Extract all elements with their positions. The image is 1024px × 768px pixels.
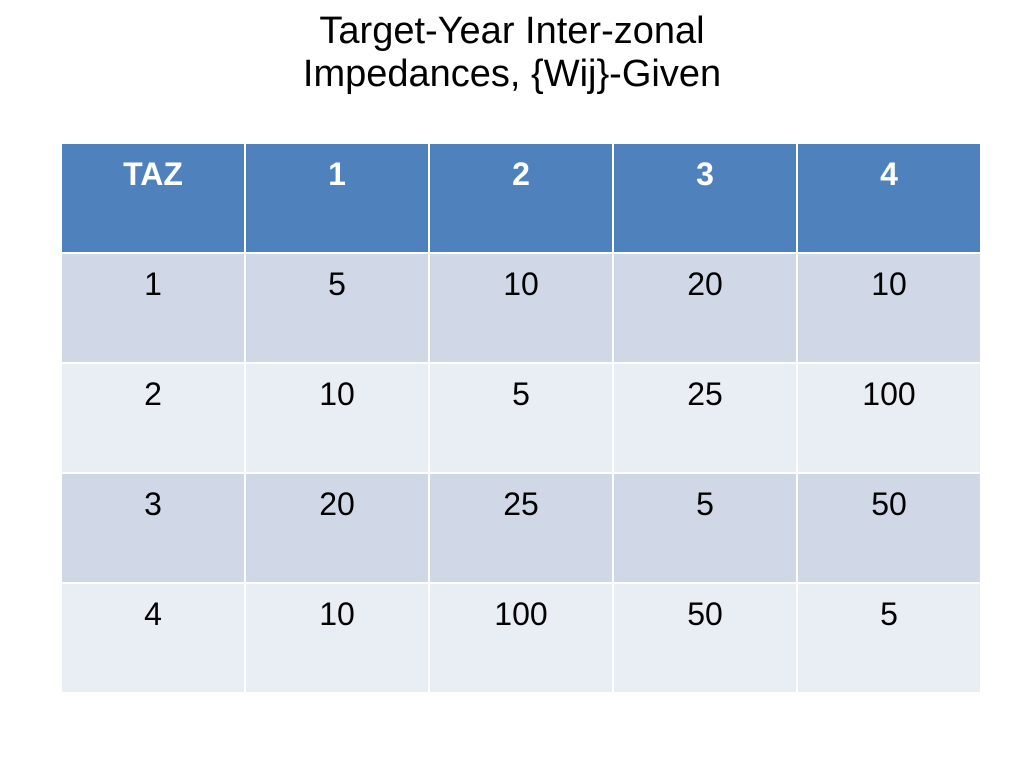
header-cell-zone-3: 3: [612, 142, 798, 254]
table-row: 2 10 5 25 100: [60, 362, 982, 474]
table-cell: 10: [428, 252, 614, 364]
table-cell: 100: [796, 362, 982, 474]
table-cell: 10: [244, 582, 430, 694]
table-cell: 5: [428, 362, 614, 474]
slide-title: Target-Year Inter-zonal Impedances, {Wij…: [0, 10, 1024, 96]
header-cell-taz: TAZ: [60, 142, 246, 254]
table-cell: 50: [612, 582, 798, 694]
table-cell: 50: [796, 472, 982, 584]
table-header-row: TAZ 1 2 3 4: [60, 142, 982, 254]
title-line-2: Impedances, {Wij}-Given: [302, 53, 722, 95]
row-zone-cell: 4: [60, 582, 246, 694]
table-cell: 10: [796, 252, 982, 364]
table-cell: 5: [244, 252, 430, 364]
table-cell: 25: [612, 362, 798, 474]
table-cell: 25: [428, 472, 614, 584]
row-zone-cell: 1: [60, 252, 246, 364]
table-cell: 20: [612, 252, 798, 364]
table-cell: 100: [428, 582, 614, 694]
table-cell: 5: [612, 472, 798, 584]
row-zone-cell: 3: [60, 472, 246, 584]
table-row: 1 5 10 20 10: [60, 252, 982, 364]
table-row: 4 10 100 50 5: [60, 582, 982, 694]
table-cell: 10: [244, 362, 430, 474]
header-cell-zone-4: 4: [796, 142, 982, 254]
header-cell-zone-1: 1: [244, 142, 430, 254]
table-row: 3 20 25 5 50: [60, 472, 982, 584]
impedance-table: TAZ 1 2 3 4 1 5 10 20 10 2 10 5 25 100 3…: [60, 142, 982, 694]
row-zone-cell: 2: [60, 362, 246, 474]
table-cell: 20: [244, 472, 430, 584]
header-cell-zone-2: 2: [428, 142, 614, 254]
table-cell: 5: [796, 582, 982, 694]
title-line-1: Target-Year Inter-zonal: [319, 10, 705, 52]
